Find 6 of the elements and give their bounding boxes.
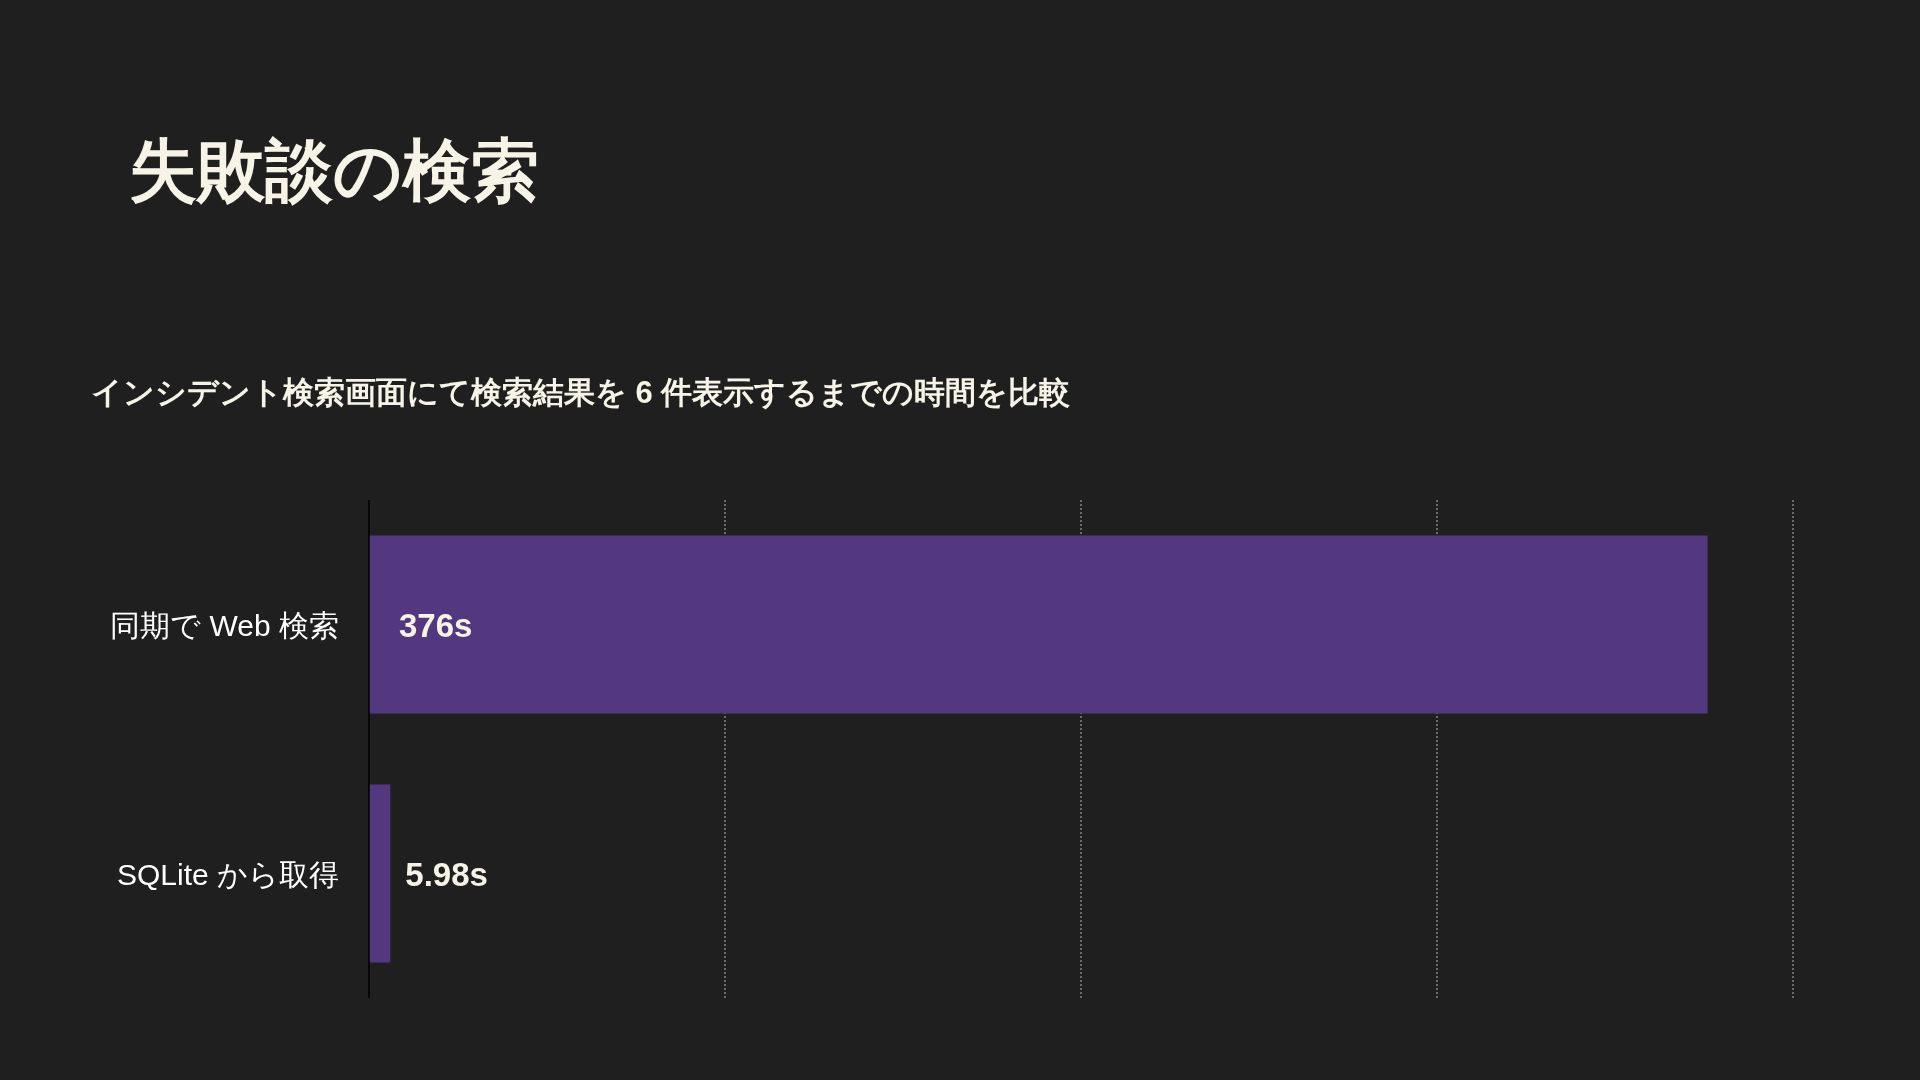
- data-label: 376s: [399, 606, 473, 643]
- data-label: 5.98s: [405, 855, 488, 892]
- y-tick-label: 同期で Web 検索: [110, 608, 339, 641]
- chart-subtitle: インシデント検索画面にて検索結果を 6 件表示するまでの時間を比較: [91, 374, 1071, 410]
- y-tick-label: SQLite から取得: [116, 857, 339, 890]
- chart-title: 失敗談の検索: [129, 132, 539, 208]
